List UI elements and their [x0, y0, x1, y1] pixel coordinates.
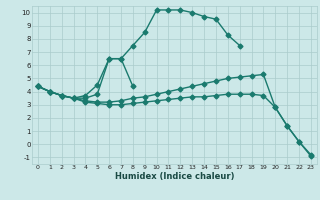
X-axis label: Humidex (Indice chaleur): Humidex (Indice chaleur) — [115, 172, 234, 181]
